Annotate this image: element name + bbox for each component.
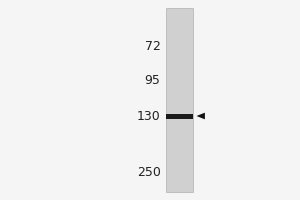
Bar bbox=[167, 8, 194, 192]
Text: 250: 250 bbox=[136, 166, 160, 178]
Polygon shape bbox=[196, 113, 205, 119]
Bar bbox=[167, 114, 194, 118]
Text: 72: 72 bbox=[145, 40, 160, 52]
Text: 95: 95 bbox=[145, 73, 160, 86]
Text: 130: 130 bbox=[137, 110, 160, 122]
